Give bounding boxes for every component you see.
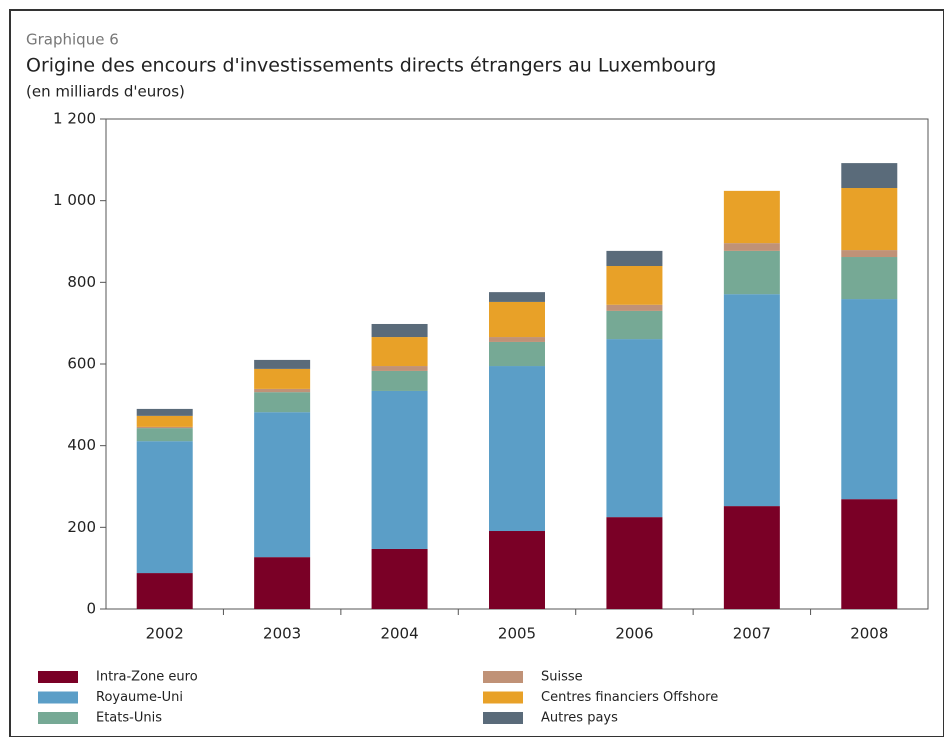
bar-segment <box>606 517 663 609</box>
bar-segment <box>841 250 898 258</box>
bar-segment <box>606 339 663 518</box>
bar-segment <box>723 506 780 609</box>
bar-segment <box>606 310 663 340</box>
bar-segment <box>489 337 545 342</box>
legend-label: Royaume-Uni <box>96 690 183 705</box>
y-tick-label: 0 <box>86 600 96 618</box>
y-tick-label: 400 <box>67 436 96 454</box>
legend-label: Suisse <box>541 670 583 685</box>
y-tick-label: 800 <box>67 273 96 291</box>
bar-segment <box>254 557 311 609</box>
bar-segment <box>136 428 193 442</box>
bar-segment <box>489 301 545 338</box>
x-tick-label: 2005 <box>498 625 536 643</box>
bar-segment <box>606 266 663 305</box>
chart-subtitle: (en milliards d'euros) <box>26 83 185 101</box>
bar-segment <box>489 366 545 532</box>
y-tick-label: 1 200 <box>53 110 96 128</box>
bar-segment <box>136 441 193 574</box>
legend-swatch <box>483 712 523 724</box>
legend-swatch <box>483 691 523 704</box>
y-tick-label: 1 000 <box>53 191 96 209</box>
bar-segment <box>371 370 428 391</box>
bar-segment <box>371 323 428 338</box>
bar-segment <box>371 548 428 609</box>
y-tick-label: 600 <box>67 355 96 373</box>
legend-label: Autres pays <box>541 711 618 726</box>
chart-title: Origine des encours d'investissements di… <box>26 55 716 77</box>
frame <box>9 9 944 737</box>
chart-label: Graphique 6 <box>26 31 119 49</box>
bar-segment <box>371 390 428 549</box>
bar-segment <box>136 415 193 427</box>
bar-segment <box>606 250 663 266</box>
bar-segment <box>254 412 311 558</box>
legend-swatch <box>38 691 78 704</box>
legend-swatch <box>38 712 78 724</box>
x-tick-label: 2008 <box>850 625 888 643</box>
y-tick-label: 200 <box>67 518 96 536</box>
bar-segment <box>723 294 780 507</box>
x-tick-label: 2007 <box>733 625 771 643</box>
bar-segment <box>489 341 545 367</box>
bar-segment <box>371 366 428 371</box>
bar-segment <box>371 337 428 367</box>
bar-segment <box>723 250 780 295</box>
bar-segment <box>841 299 898 500</box>
bar-segment <box>723 243 780 251</box>
x-tick-label: 2006 <box>615 625 653 643</box>
legend-swatch <box>38 671 78 683</box>
bar-segment <box>606 304 663 311</box>
bar-segment <box>489 292 545 302</box>
bar-segment <box>136 408 193 416</box>
bar-segment <box>841 257 898 300</box>
bar-segment <box>136 426 193 429</box>
x-tick-label: 2004 <box>380 625 418 643</box>
legend-label: Centres financiers Offshore <box>541 690 718 705</box>
bar-segment <box>841 163 898 189</box>
legend-label: Etats-Unis <box>96 711 162 726</box>
bar-segment <box>723 190 780 244</box>
legend-label: Intra-Zone euro <box>96 670 198 685</box>
x-tick-label: 2003 <box>263 625 301 643</box>
bar-segment <box>254 359 311 369</box>
x-tick-label: 2002 <box>146 625 184 643</box>
bar-segment <box>254 368 311 389</box>
bar-segment <box>841 188 898 251</box>
bar-segment <box>254 392 311 413</box>
bar-segment <box>254 388 311 393</box>
legend-swatch <box>483 671 523 683</box>
bar-segment <box>489 531 545 609</box>
bar-segment <box>841 499 898 609</box>
bar-segment <box>136 573 193 609</box>
